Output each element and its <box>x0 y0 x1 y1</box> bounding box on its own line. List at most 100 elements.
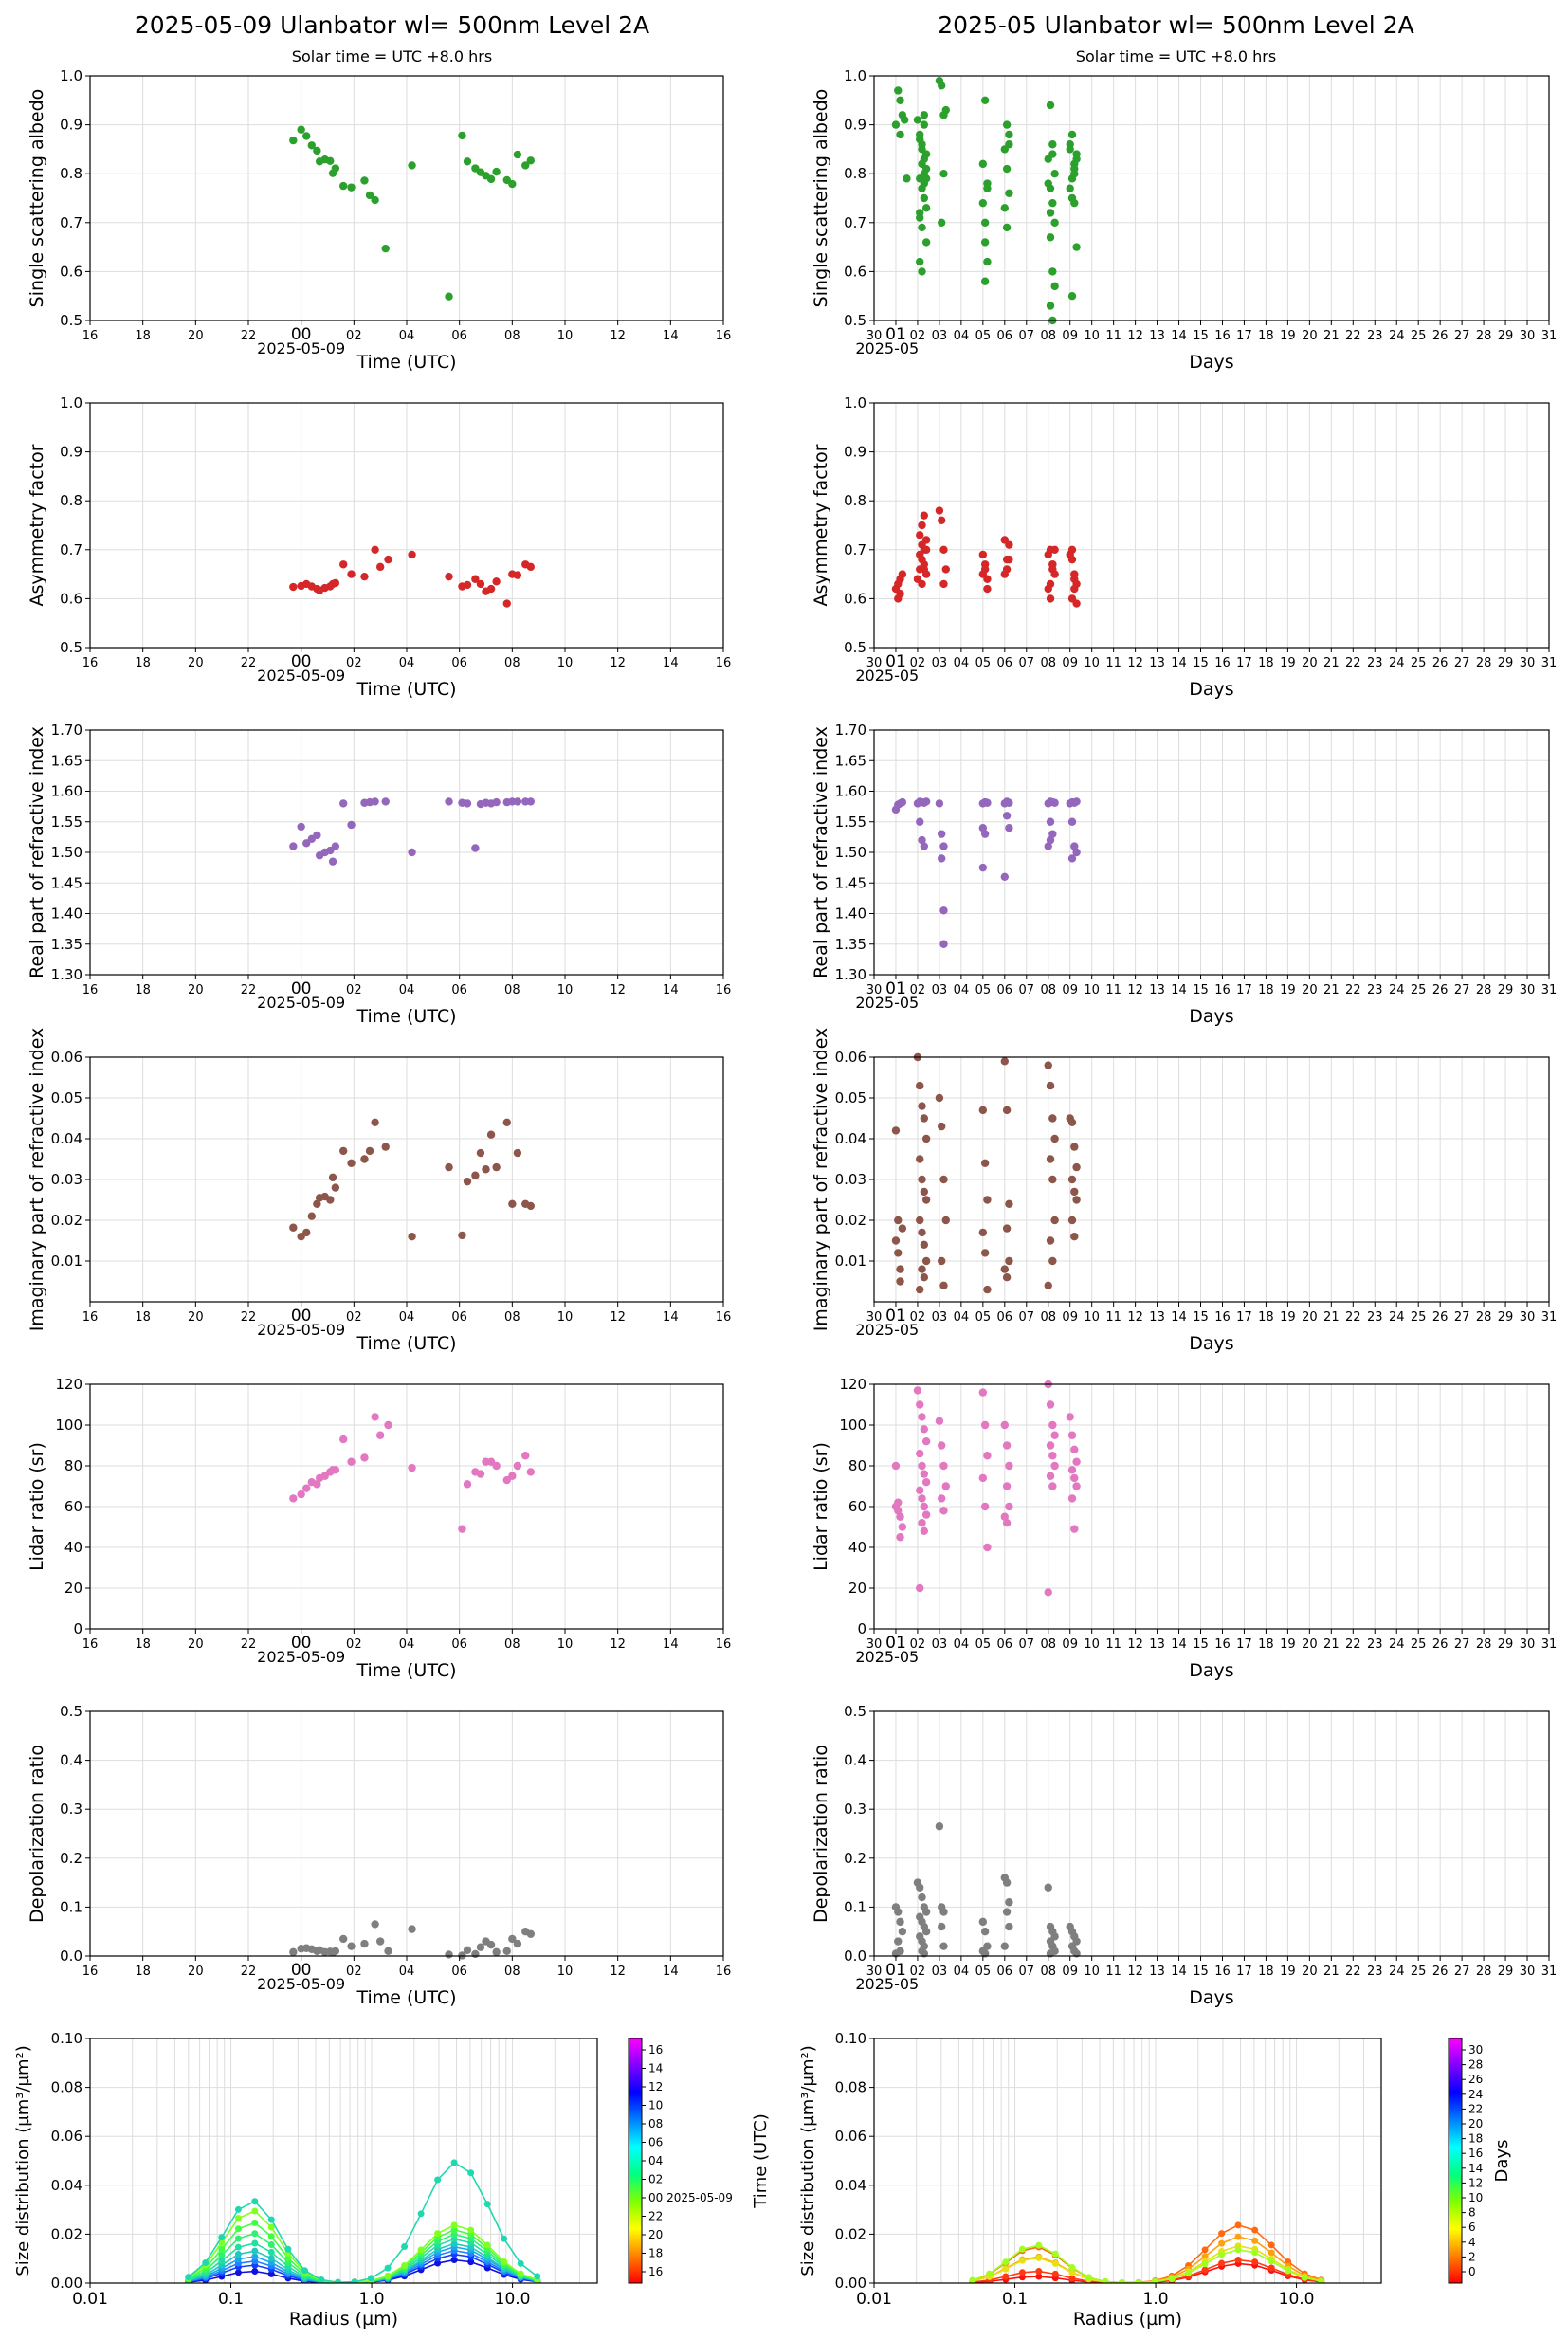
data-point <box>920 1114 929 1123</box>
data-point <box>1067 555 1077 564</box>
size-series-point <box>384 2272 392 2279</box>
imag_daily-panel <box>85 1056 724 1307</box>
colorbar-tick-label: 06 <box>648 2136 663 2149</box>
colorbar-tick-label: 30 <box>1468 2043 1483 2057</box>
data-point <box>445 572 453 581</box>
y-tick-label: 1.40 <box>51 905 82 923</box>
data-point <box>331 1947 340 1956</box>
data-point <box>289 1223 298 1232</box>
x-tick-label: 16 <box>82 1965 99 1979</box>
y-tick-label: 0.9 <box>844 117 866 134</box>
x-tick-label: 09 <box>1062 329 1078 343</box>
x-tick-label: 22 <box>241 1310 257 1325</box>
y-tick-label: 120 <box>55 1376 82 1393</box>
x-tick-label: 13 <box>1149 1637 1165 1652</box>
y-tick-label: 0.6 <box>844 590 866 607</box>
y-tick-label: 0.03 <box>835 1171 866 1188</box>
x-tick-label: 08 <box>504 983 520 997</box>
data-point <box>331 1466 340 1474</box>
colorbar-label: Time (UTC) <box>751 2113 771 2209</box>
x-tick-label: 02 <box>910 1965 926 1979</box>
size-series-point <box>1051 2270 1059 2277</box>
size-series-point <box>251 2247 259 2255</box>
x-tick-label: 05 <box>975 983 992 997</box>
data-point <box>983 1543 992 1552</box>
data-point <box>1044 179 1052 188</box>
data-point <box>921 797 931 806</box>
x-tick-label: 24 <box>1389 983 1405 997</box>
x-tick-label: 01 <box>885 1961 906 1980</box>
x-tick-label: 08 <box>1040 1637 1056 1652</box>
data-point <box>1066 184 1074 192</box>
size-series-point <box>1234 2233 1242 2240</box>
size-series-point <box>1234 2221 1242 2229</box>
data-point <box>978 824 988 832</box>
data-point <box>983 257 992 266</box>
x-tick-label: 22 <box>241 983 257 997</box>
x-tick-label: 17 <box>1236 1965 1252 1979</box>
data-point <box>328 1173 337 1182</box>
data-point <box>502 1118 511 1127</box>
x-tick-label: 29 <box>1498 1637 1514 1652</box>
data-point <box>939 170 948 178</box>
x-tick-label: 04 <box>954 329 970 343</box>
x-tick-label: 12 <box>610 1637 626 1652</box>
x-tick-label: 06 <box>997 1637 1013 1652</box>
data-point <box>1070 1525 1079 1533</box>
y-tick-label: 1.60 <box>51 783 82 800</box>
data-point <box>918 1265 926 1273</box>
size-series-point <box>1002 2258 1010 2266</box>
x-tick-label: 12 <box>610 656 626 670</box>
data-point <box>331 842 340 850</box>
data-point <box>408 550 416 559</box>
y-tick-label: 1.45 <box>51 874 82 891</box>
data-point <box>476 579 485 589</box>
size-series-point <box>251 2258 259 2265</box>
y-tick-label: 0.1 <box>60 1898 82 1915</box>
data-point <box>331 1183 340 1192</box>
data-point <box>918 835 926 845</box>
data-point <box>1067 174 1077 183</box>
data-point <box>313 146 321 155</box>
data-point <box>1070 164 1079 174</box>
x-axis-label: Time (UTC) <box>356 1660 456 1681</box>
data-point <box>900 116 909 124</box>
data-point <box>916 1486 924 1495</box>
size-series-point <box>234 2269 242 2276</box>
x-tick-label: 18 <box>1258 1637 1274 1652</box>
x-tick-label: 24 <box>1389 329 1405 343</box>
size-series-point <box>483 2241 491 2249</box>
size-series-point <box>251 2207 259 2215</box>
x-tick-label: 09 <box>1062 1637 1078 1652</box>
data-point <box>445 1162 453 1172</box>
data-point <box>916 1883 924 1892</box>
data-point <box>1048 1114 1057 1123</box>
data-point <box>360 572 369 581</box>
x-tick-label: 25 <box>1411 329 1427 343</box>
size-series-point <box>267 2233 275 2240</box>
data-point <box>1044 1281 1052 1290</box>
size-series-line <box>188 2210 538 2283</box>
x-tick-label: 10 <box>1084 329 1100 343</box>
x-date-label: 2025-05-09 <box>257 339 345 357</box>
data-point <box>891 1461 901 1471</box>
y-tick-label: 0.5 <box>60 312 82 329</box>
size-series-point <box>483 2201 491 2208</box>
x-tick-label: 02 <box>346 1310 362 1325</box>
y-tick-label: 1.45 <box>835 874 866 891</box>
x-tick-label: 10 <box>1084 1637 1100 1652</box>
data-point <box>898 1224 907 1233</box>
data-point <box>445 797 453 806</box>
x-tick-label: 04 <box>399 656 415 670</box>
size-series-point <box>234 2256 242 2263</box>
y-axis-label: Lidar ratio (sr) <box>811 1442 831 1571</box>
data-point <box>921 1478 931 1487</box>
x-tick-label: 1.0 <box>359 2290 385 2309</box>
y-tick-label: 60 <box>848 1498 866 1515</box>
size-series-point <box>1051 2250 1059 2258</box>
x-axis-label: Days <box>1189 1333 1233 1354</box>
x-axis-label: Days <box>1189 352 1233 373</box>
x-tick-label: 19 <box>1280 983 1296 997</box>
data-point <box>1044 1588 1052 1597</box>
